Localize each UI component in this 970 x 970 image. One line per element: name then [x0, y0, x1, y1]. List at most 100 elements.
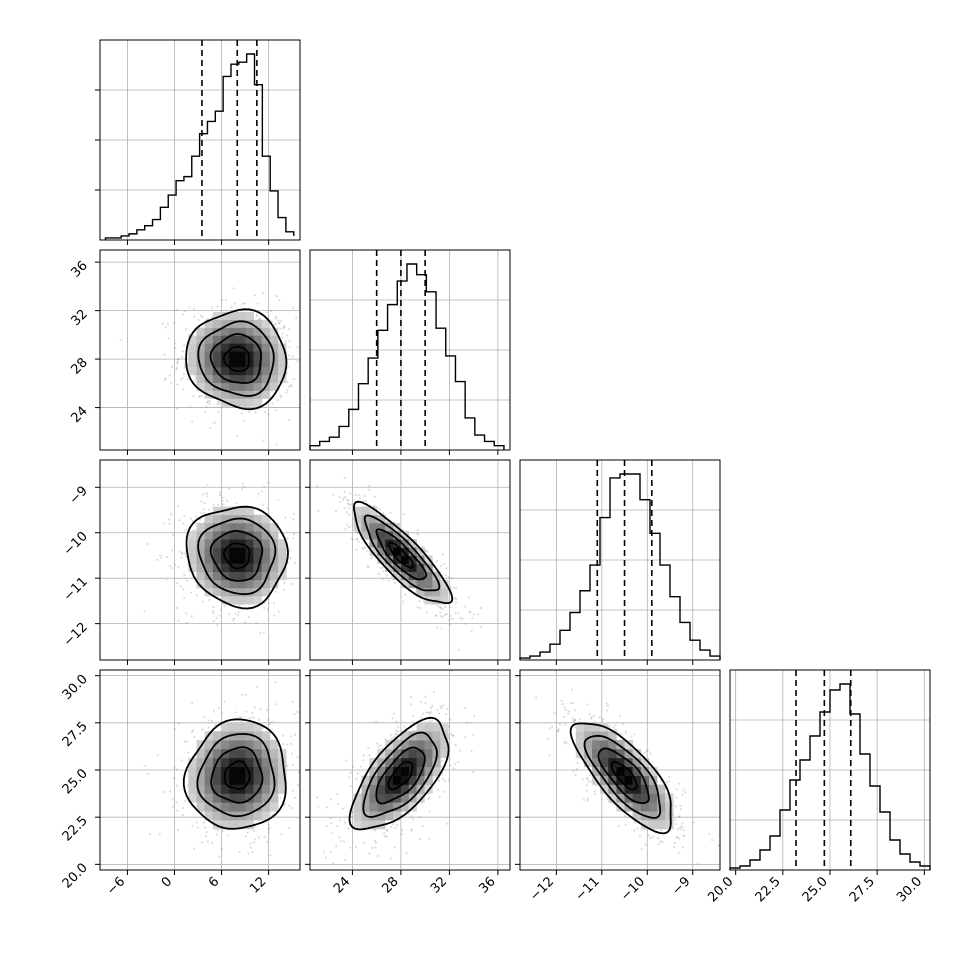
density-cell — [245, 722, 254, 732]
scatter-point — [439, 614, 442, 618]
density-cell — [616, 793, 625, 803]
scatter-point — [373, 495, 377, 498]
scatter-point — [251, 850, 254, 854]
scatter-point — [183, 515, 186, 518]
scatter-point — [450, 733, 453, 736]
scatter-point — [203, 512, 206, 515]
density-cell — [212, 793, 222, 803]
density-cell — [253, 374, 263, 384]
scatter-point — [307, 793, 309, 795]
density-cell — [245, 522, 254, 532]
scatter-point — [255, 315, 258, 318]
density-cell — [204, 359, 214, 368]
scatter-point — [292, 512, 296, 516]
scatter-point — [162, 522, 165, 525]
density-cell — [261, 579, 271, 589]
density-cell — [269, 382, 279, 391]
density-cell — [377, 766, 386, 776]
density-cell — [220, 319, 230, 328]
scatter-point — [341, 700, 343, 702]
density-cell — [245, 784, 254, 794]
density-cell — [188, 335, 197, 344]
scatter-point — [615, 729, 618, 732]
density-cell — [393, 784, 402, 794]
scatter-point — [293, 561, 296, 565]
scatter-point — [192, 529, 195, 532]
scatter-point — [263, 485, 266, 488]
scatter-point — [681, 822, 684, 825]
density-cell — [204, 319, 214, 328]
density-cell — [400, 539, 410, 548]
scatter-point — [267, 823, 270, 826]
scatter-point — [447, 779, 451, 782]
density-cell — [253, 740, 263, 750]
density-cell — [432, 766, 441, 776]
scatter-point — [351, 765, 355, 768]
density-cell — [237, 547, 246, 556]
scatter-point — [288, 419, 291, 422]
scatter-point — [324, 856, 328, 859]
density-cell — [583, 722, 593, 732]
density-cell — [204, 335, 214, 344]
scatter-point — [307, 865, 309, 867]
density-cell — [245, 506, 254, 516]
hist-panel-2 — [519, 459, 721, 665]
scatter-point — [195, 594, 198, 597]
scatter-point — [237, 614, 240, 617]
scatter-point — [593, 790, 596, 793]
density-cell — [616, 802, 625, 812]
scatter-point — [350, 503, 353, 506]
density-cell — [261, 757, 271, 768]
scatter-point — [565, 741, 568, 744]
density-cell — [212, 775, 222, 785]
scatter-point — [574, 773, 577, 776]
density-cell — [616, 766, 625, 776]
density-cell — [432, 722, 441, 732]
density-cell — [608, 784, 617, 794]
scatter-point — [286, 334, 289, 337]
density-cell — [220, 784, 230, 794]
density-cell — [385, 547, 394, 556]
contour-level-2 — [197, 517, 277, 596]
scatter-point — [272, 602, 276, 605]
scatter-point — [177, 357, 180, 360]
scatter-point — [348, 507, 351, 510]
scatter-point — [243, 302, 246, 305]
scatter-point — [395, 729, 398, 732]
scatter-point — [402, 512, 405, 516]
density-cell — [237, 506, 246, 516]
density-cell — [253, 398, 263, 407]
scatter-point — [192, 395, 195, 398]
density-cell — [196, 366, 205, 376]
scatter-point — [443, 790, 446, 793]
density-cell — [237, 335, 246, 344]
scatter-point — [363, 546, 366, 549]
scatter-point — [414, 591, 418, 594]
density-cell — [377, 531, 386, 540]
scatter-point — [395, 720, 398, 723]
scatter-point — [270, 720, 273, 724]
scatter-point — [291, 752, 294, 755]
density-cell — [261, 531, 271, 540]
density-cell — [204, 555, 214, 564]
scatter-point — [393, 712, 396, 715]
scatter-point — [194, 376, 198, 379]
scatter-point — [437, 712, 441, 715]
scatter-point — [454, 597, 458, 601]
scatter-point — [200, 500, 203, 503]
scatter-point — [443, 779, 447, 782]
scatter-point — [338, 836, 341, 839]
scatter-point — [235, 502, 238, 505]
scatter-point — [274, 408, 277, 412]
scatter-point — [203, 715, 206, 718]
scatter-point — [206, 840, 210, 843]
scatter-point — [563, 742, 566, 745]
scatter-point — [199, 518, 202, 521]
scatter-point — [605, 702, 608, 705]
scatter-point — [547, 737, 550, 740]
scatter-point — [392, 823, 395, 826]
scatter-point — [215, 616, 218, 620]
scatter-point — [674, 805, 678, 808]
density-cell — [229, 547, 238, 556]
density-cell — [600, 784, 609, 794]
